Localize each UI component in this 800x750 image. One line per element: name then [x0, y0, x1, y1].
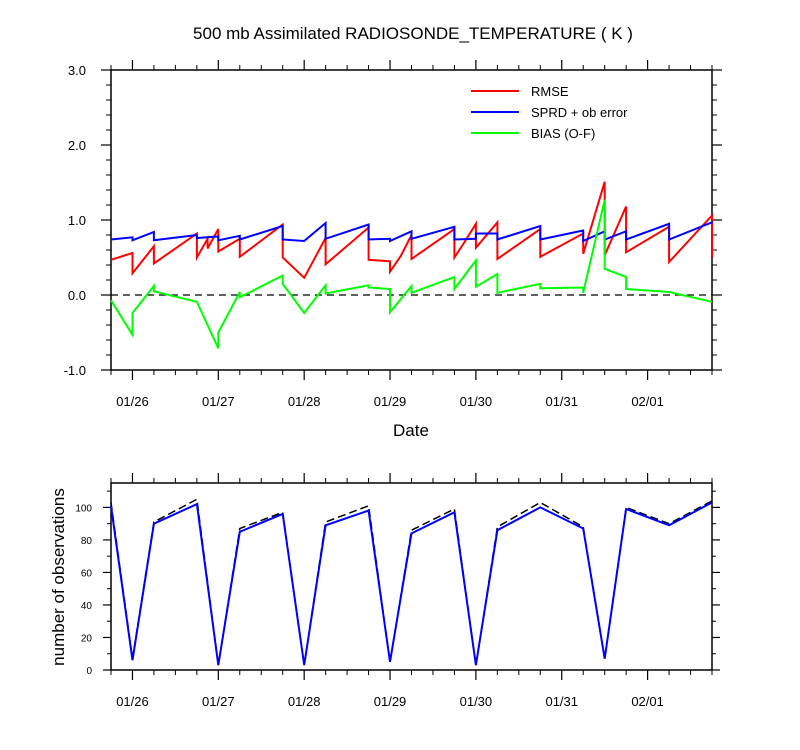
y-tick-label: 80: [81, 536, 93, 547]
top-series-group: [110, 181, 713, 349]
x-tick-label: 01/27: [202, 694, 235, 709]
bottom-plot-frame: [110, 482, 713, 671]
chart-title: 500 mb Assimilated RADIOSONDE_TEMPERATUR…: [193, 24, 633, 43]
observations-blue-line: [110, 501, 713, 666]
x-tick-label: 01/26: [116, 694, 149, 709]
x-tick-label: 01/29: [374, 394, 407, 409]
series-line-2: [110, 220, 713, 243]
x-tick-label: 01/26: [116, 394, 149, 409]
legend-label: SPRD + ob error: [531, 105, 628, 120]
y-tick-label: 0: [86, 666, 92, 677]
x-tick-label: 01/27: [202, 394, 235, 409]
x-tick-label: 01/30: [460, 394, 493, 409]
legend-label: BIAS (O-F): [531, 126, 595, 141]
y-tick-label: 40: [81, 601, 93, 612]
y-tick-label: 100: [75, 503, 92, 514]
bottom-chart-panel: 01/26 01/27 01/28 01/29 01/30 01/31 02/01 0 20 40…: [49, 473, 720, 709]
top-chart-panel: 01/26 01/27 01/28 01/29 01/30 01/31 02/01 -1.0 0…: [64, 60, 722, 440]
x-tick-label: 01/28: [288, 394, 321, 409]
x-tick-label: 01/28: [288, 694, 321, 709]
y-tick-label: -1.0: [64, 363, 86, 378]
x-tick-label: 01/31: [545, 394, 578, 409]
x-axis-title: Date: [393, 421, 429, 440]
top-axis-ticks: 01/26 01/27 01/28 01/29 01/30 01/31 02/01 -1.0 0…: [64, 60, 722, 409]
series-line-1: [110, 181, 713, 280]
y-tick-label: 60: [81, 568, 93, 579]
x-tick-label: 02/01: [631, 694, 664, 709]
bottom-axis-ticks: 01/26 01/27 01/28 01/29 01/30 01/31 02/01 0 20 40…: [75, 473, 720, 709]
y-tick-label: 1.0: [68, 213, 86, 228]
legend-label: RMSE: [531, 84, 569, 99]
series-line-3: [110, 199, 713, 349]
y-tick-label: 0.0: [68, 288, 86, 303]
y-tick-label: 3.0: [68, 63, 86, 78]
y-tick-label: 20: [81, 633, 93, 644]
y-axis-title-observations: number of observations: [49, 488, 68, 666]
y-tick-label: 2.0: [68, 138, 86, 153]
x-tick-label: 01/29: [374, 694, 407, 709]
x-tick-label: 01/31: [545, 694, 578, 709]
x-tick-label: 01/30: [460, 694, 493, 709]
observations-dashed-line: [110, 498, 713, 666]
legend: RMSE SPRD + ob error BIAS (O-F): [471, 84, 628, 141]
bottom-series-group: [110, 498, 713, 666]
x-tick-label: 02/01: [631, 394, 664, 409]
